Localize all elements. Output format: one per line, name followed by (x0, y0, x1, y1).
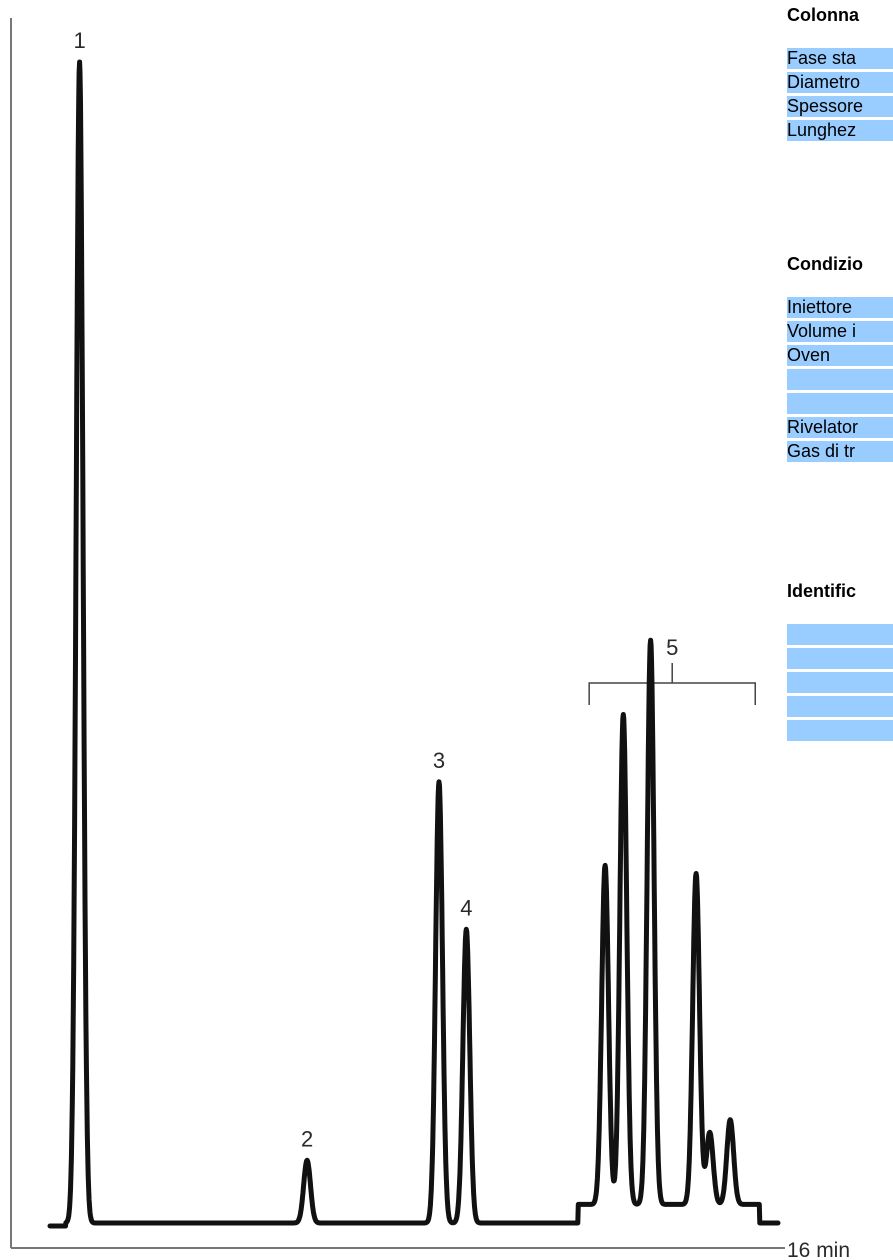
colonna-rows: Fase sta Diametro Spessore Lunghez (787, 48, 893, 141)
identificazione-rows (787, 624, 893, 741)
peak-label-3: 3 (433, 748, 445, 773)
condizioni-title: Condizio (787, 254, 863, 274)
colonna-row: Fase sta (787, 48, 893, 69)
peak-label-2: 2 (301, 1126, 313, 1151)
condizioni-row: Volume i (787, 321, 893, 342)
colonna-panel: Colonna Fase sta Diametro Spessore Lunghez (787, 4, 893, 144)
identificazione-row (787, 720, 893, 741)
identificazione-row (787, 624, 893, 645)
chart-axes (10, 18, 785, 1249)
condizioni-row: Oven (787, 345, 893, 366)
condizioni-row (787, 393, 893, 414)
identificazione-row (787, 696, 893, 717)
colonna-row: Spessore (787, 96, 893, 117)
peak-label-5: 5 (666, 635, 678, 660)
colonna-row: Diametro (787, 72, 893, 93)
condizioni-panel: Condizio Iniettore Volume i Oven Rivelator G… (787, 253, 893, 465)
identificazione-row (787, 672, 893, 693)
peak-group-bracket: 5 (588, 635, 756, 705)
condizioni-row: Rivelator (787, 417, 893, 438)
identificazione-row (787, 648, 893, 669)
bracket-line (588, 663, 756, 705)
chromatogram-trace (47, 59, 781, 1229)
identificazione-title: Identific (787, 581, 857, 601)
condizioni-row (787, 369, 893, 390)
condizioni-row: Iniettore (787, 297, 893, 318)
colonna-title: Colonna (787, 5, 859, 25)
condizioni-row: Gas di tr (787, 441, 893, 462)
condizioni-rows: Iniettore Volume i Oven Rivelator Gas di tr (787, 297, 893, 462)
colonna-row: Lunghez (787, 120, 893, 141)
peak-label-1: 1 (73, 28, 85, 53)
identificazione-panel: Identific (787, 580, 893, 744)
peak-labels: 1 2 3 4 (73, 28, 472, 1151)
x-axis-label: 16 min (787, 1239, 850, 1260)
peak-label-4: 4 (460, 895, 472, 920)
